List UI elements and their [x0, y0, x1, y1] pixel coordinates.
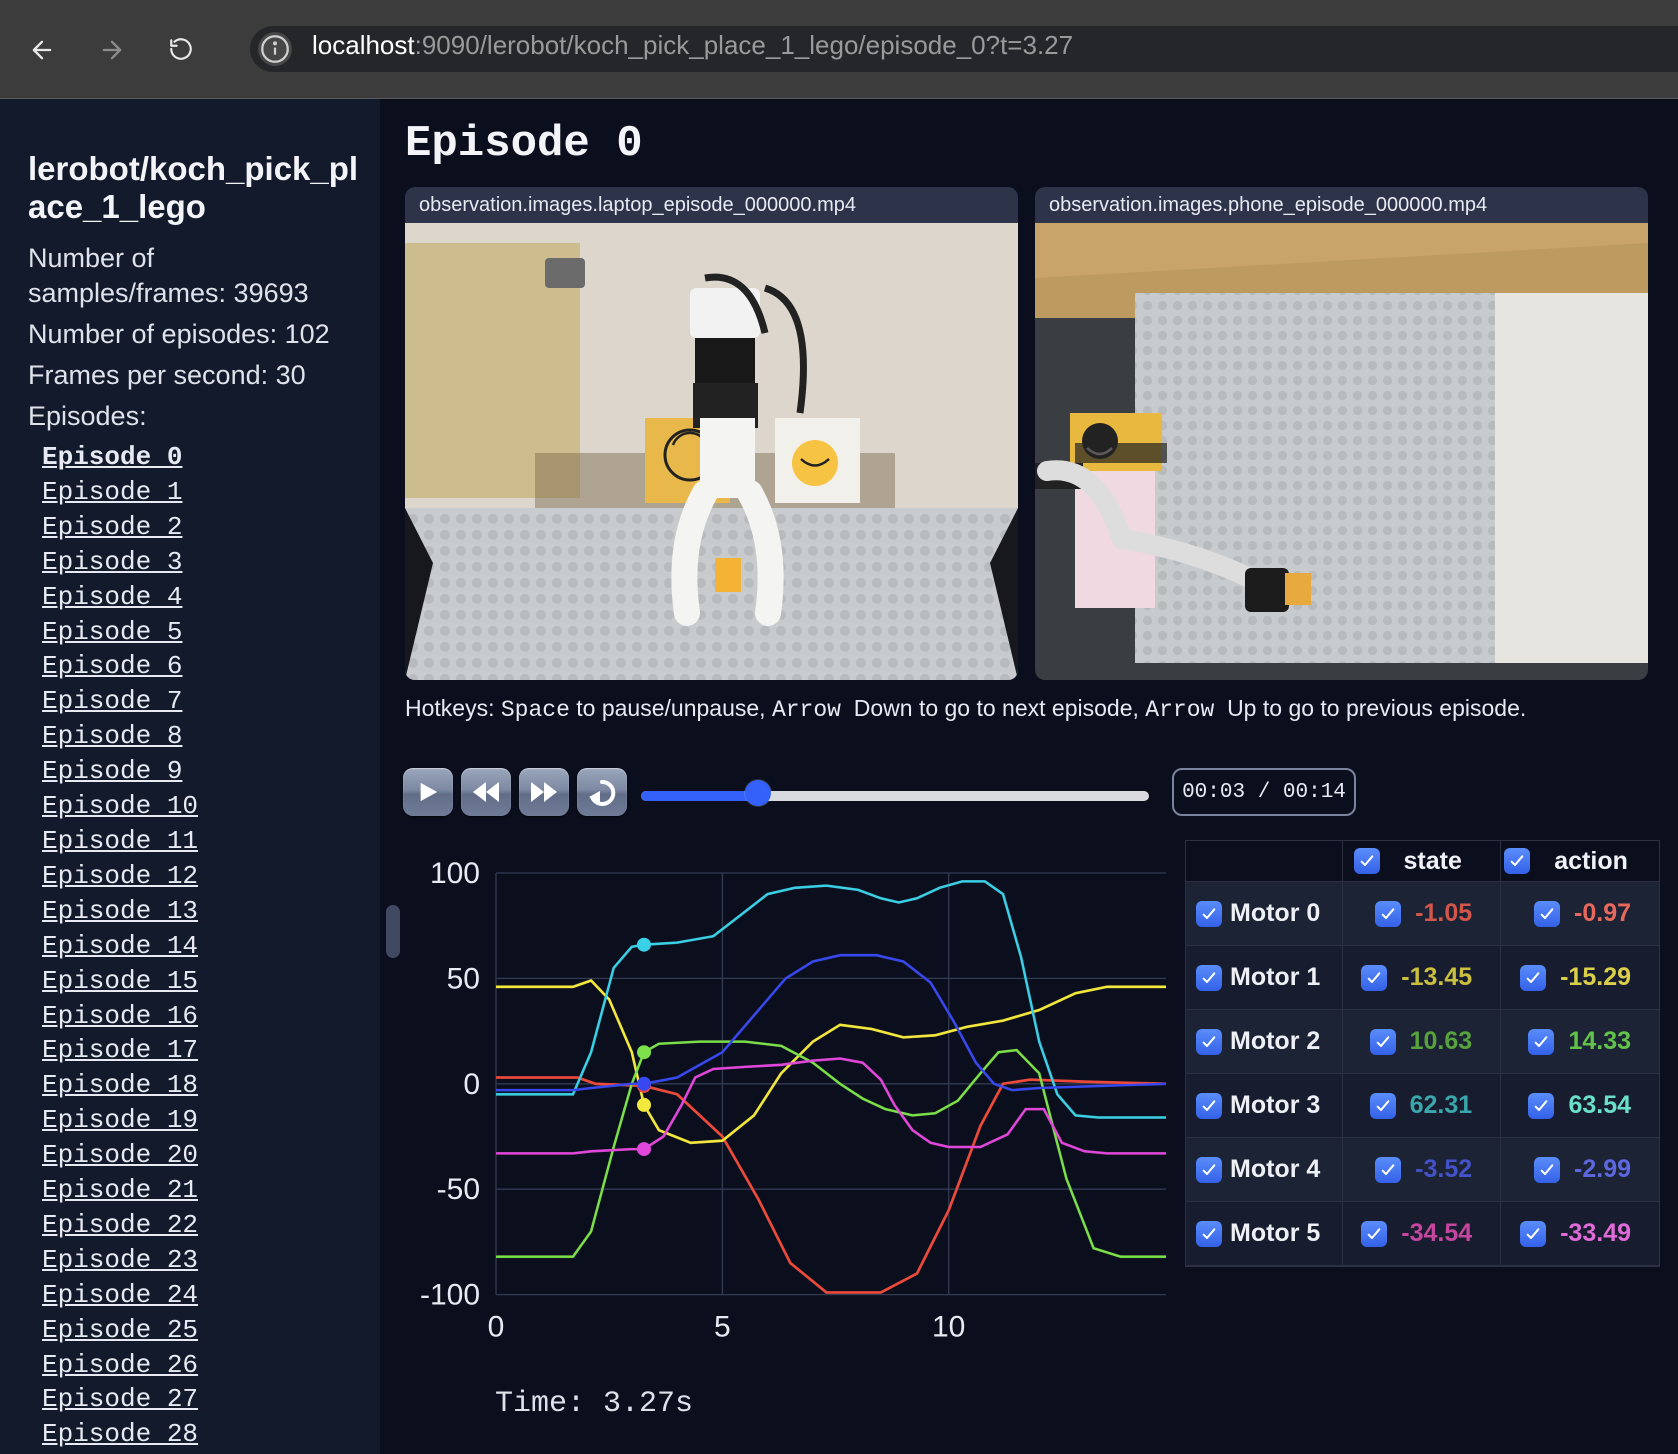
- svg-text:0: 0: [488, 1311, 505, 1344]
- svg-text:10: 10: [932, 1311, 965, 1344]
- svg-text:100: 100: [430, 857, 480, 890]
- svg-text:-100: -100: [420, 1279, 480, 1312]
- svg-text:0: 0: [463, 1068, 480, 1101]
- svg-text:-50: -50: [437, 1173, 480, 1206]
- svg-text:5: 5: [714, 1311, 731, 1344]
- svg-text:50: 50: [447, 962, 480, 995]
